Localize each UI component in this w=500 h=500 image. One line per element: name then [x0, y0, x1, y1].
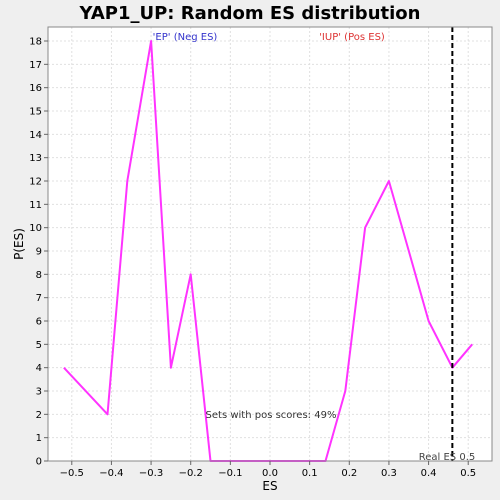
y-tick-label: 8 — [36, 270, 42, 281]
pos-scores-annotation: Sets with pos scores: 49% — [206, 410, 337, 421]
y-tick-label: 14 — [29, 130, 42, 141]
neg-es-label: 'EP' (Neg ES) — [153, 32, 218, 43]
y-tick-label: 5 — [36, 340, 42, 351]
y-tick-label: 6 — [36, 317, 42, 328]
x-tick-label: 0.3 — [381, 468, 397, 479]
x-tick-label: −0.2 — [179, 468, 203, 479]
x-tick-label: 0.0 — [262, 468, 278, 479]
x-axis: −0.5 −0.4 −0.3 −0.2 −0.1 0.0 0.1 0.2 0.3 0.4 0.5 — [60, 461, 476, 479]
pos-es-label: 'IUP' (Pos ES) — [319, 32, 385, 43]
y-tick-label: 3 — [36, 387, 42, 398]
y-tick-label: 7 — [36, 293, 42, 304]
chart-title: YAP1_UP: Random ES distribution — [79, 3, 421, 24]
y-tick-label: 18 — [29, 37, 42, 48]
y-tick-label: 1 — [36, 433, 42, 444]
annotations: 'EP' (Neg ES) 'IUP' (Pos ES) Sets with pos… — [153, 32, 476, 463]
x-axis-label: ES — [262, 479, 277, 493]
x-tick-label: 0.5 — [460, 468, 476, 479]
y-tick-label: 9 — [36, 247, 42, 258]
y-tick-label: 15 — [29, 107, 42, 118]
y-tick-label: 12 — [29, 177, 42, 188]
y-tick-label: 10 — [29, 223, 42, 234]
x-tick-label: 0.1 — [302, 468, 318, 479]
x-tick-label: −0.1 — [218, 468, 242, 479]
x-tick-label: 0.4 — [421, 468, 437, 479]
y-tick-label: 17 — [29, 60, 42, 71]
y-tick-label: 13 — [29, 153, 42, 164]
y-tick-label: 4 — [36, 363, 42, 374]
x-tick-label: −0.5 — [60, 468, 84, 479]
x-tick-label: −0.3 — [139, 468, 163, 479]
y-tick-label: 11 — [29, 200, 42, 211]
x-tick-label: −0.4 — [99, 468, 123, 479]
real-es-label: Real ES 0.5 — [419, 452, 475, 463]
x-tick-label: 0.2 — [341, 468, 357, 479]
y-axis-label: P(ES) — [12, 228, 26, 260]
y-tick-label: 0 — [36, 457, 42, 468]
y-tick-label: 2 — [36, 410, 42, 421]
y-tick-label: 16 — [29, 83, 42, 94]
